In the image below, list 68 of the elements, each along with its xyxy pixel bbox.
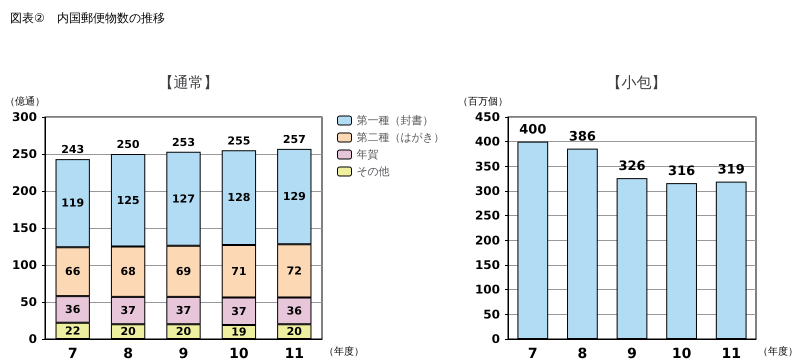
data-label: 316 [668, 164, 696, 180]
data-label: 125 [116, 194, 140, 207]
y-tick-label: 150 [12, 221, 37, 235]
y-tick-label: 250 [474, 208, 500, 223]
y-tick-label: 300 [474, 184, 500, 198]
y-tick-label: 350 [474, 159, 500, 174]
y-axis-title: （百万個） [458, 96, 508, 108]
y-tick-label: 300 [12, 110, 37, 124]
x-tick-label: 8 [578, 346, 588, 362]
data-label: 36 [65, 302, 81, 316]
y-tick-label: 0 [492, 332, 500, 346]
x-tick-label: 9 [178, 346, 188, 362]
data-label: 19 [231, 325, 247, 338]
y-tick-label: 50 [483, 307, 500, 322]
data-label: 66 [65, 265, 81, 278]
data-label: 119 [61, 196, 84, 210]
data-label: 68 [120, 265, 136, 278]
data-label: 37 [120, 304, 136, 318]
text: 図表② 内国郵便物数の推移 [10, 11, 165, 25]
data-label: 20 [286, 325, 302, 338]
y-tick-label: 450 [474, 110, 500, 124]
total-label: 255 [227, 134, 250, 148]
legend-label: 第一種（封書） [356, 114, 434, 127]
y-tick-label: 250 [12, 147, 37, 161]
x-tick-label: 10 [672, 346, 692, 362]
y-tick-label: 200 [474, 233, 500, 248]
total-label: 253 [172, 136, 195, 149]
x-tick-label: 11 [284, 346, 304, 362]
data-label: 386 [568, 130, 596, 145]
y-axis-title: （億通） [5, 96, 45, 108]
data-label: 37 [231, 304, 247, 318]
data-label: 22 [65, 324, 80, 338]
data-label: 319 [718, 162, 745, 178]
data-label: 71 [231, 264, 247, 278]
data-label: 326 [618, 159, 646, 174]
y-tick-label: 100 [474, 282, 500, 297]
data-label: 20 [120, 325, 136, 338]
chart-title: 【小包】 [606, 74, 666, 92]
total-label: 243 [61, 143, 84, 156]
y-tick-label: 0 [28, 332, 37, 346]
x-tick-label: 7 [68, 346, 78, 362]
x-tick-label: 8 [123, 346, 133, 362]
x-tick-label: 11 [721, 346, 741, 362]
data-label: 400 [519, 122, 546, 138]
data-label: 129 [282, 190, 306, 204]
data-label: 128 [227, 191, 250, 204]
legend-label: 第二種（はがき） [356, 131, 444, 144]
y-tick-label: 200 [12, 184, 37, 198]
data-label: 37 [176, 304, 192, 318]
data-label: 20 [176, 325, 192, 338]
x-tick-label: 7 [528, 346, 538, 362]
data-label: 69 [176, 264, 192, 278]
x-axis-title: （年度） [324, 346, 364, 358]
x-axis-title: （年度） [758, 346, 798, 358]
y-tick-label: 100 [12, 258, 37, 272]
legend-label: その他 [356, 165, 390, 178]
total-label: 250 [116, 138, 140, 151]
data-label: 72 [286, 264, 302, 278]
y-tick-label: 400 [474, 134, 500, 149]
chart-title: 【通常】 [158, 74, 218, 92]
x-tick-label: 10 [229, 346, 249, 362]
data-label: 36 [286, 304, 302, 318]
total-label: 257 [282, 132, 306, 146]
data-label: 127 [172, 192, 195, 206]
y-tick-label: 150 [474, 258, 500, 272]
x-tick-label: 9 [627, 346, 637, 362]
y-tick-label: 50 [20, 295, 37, 309]
legend-label: 年賀 [356, 148, 378, 161]
